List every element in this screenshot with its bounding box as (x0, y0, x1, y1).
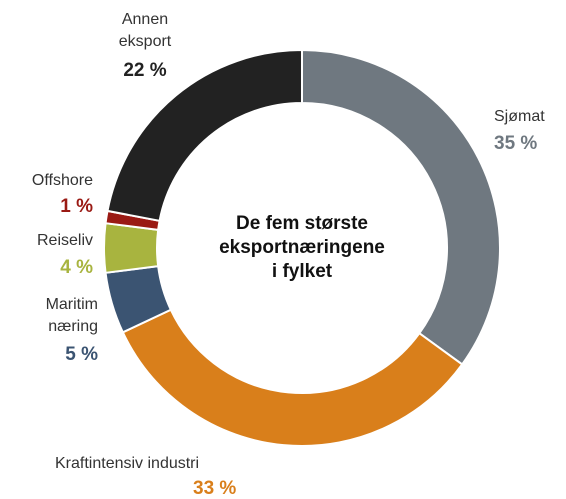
title-line: De fem største (236, 213, 368, 234)
category-label: Kraftintensiv industri (55, 455, 200, 472)
category-label: Maritim næring (45, 296, 98, 335)
donut-segment (301, 48, 501, 366)
value-label: 4 % (60, 257, 93, 278)
value-label: 1 % (60, 196, 93, 217)
chart-title: De fem største eksportnæringene i fylket (182, 212, 422, 284)
category-label: Sjømat (494, 108, 545, 125)
value-label: 35 % (494, 133, 538, 154)
donut-segment (103, 222, 160, 274)
category-label: Offshore (31, 172, 93, 189)
title-line: eksportnæringene (219, 237, 385, 258)
category-label: Reiseliv (36, 232, 93, 249)
title-line: i fylket (271, 261, 333, 282)
category-label: Annen eksport (118, 11, 172, 50)
donut-segment (106, 48, 303, 222)
donut-segment (121, 308, 464, 447)
value-label: 5 % (65, 344, 98, 365)
value-label: 33 % (193, 478, 237, 499)
value-label: 22 % (123, 60, 167, 81)
